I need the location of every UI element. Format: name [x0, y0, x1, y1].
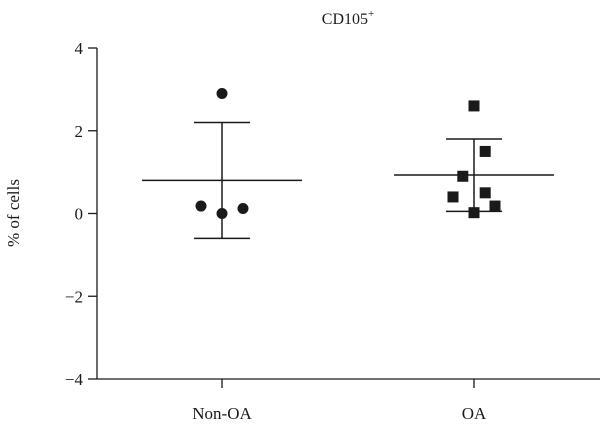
error-bars: [142, 121, 554, 240]
chart-title-superscript: +: [368, 8, 374, 20]
y-tick-label: 2: [75, 122, 84, 141]
data-point-square: [468, 207, 480, 219]
x-tick-label: OA: [462, 404, 487, 423]
data-point-circle: [237, 203, 249, 215]
y-axis-label: % of cells: [4, 179, 23, 247]
y-tick-label: 4: [75, 39, 84, 58]
y-tick-label: 0: [75, 205, 84, 224]
data-point-square: [457, 170, 469, 182]
y-tick-label: −4: [65, 370, 84, 389]
data-point-square: [468, 100, 480, 112]
axes: −4 −2 0 2 4 Non-OA OA: [65, 39, 600, 423]
y-tick-label: −2: [65, 287, 83, 306]
data-point-square: [489, 200, 501, 212]
chart-title-main: CD105: [322, 11, 368, 28]
data-point-square: [479, 145, 491, 157]
data-points: [195, 88, 501, 219]
data-point-circle: [195, 200, 207, 212]
data-point-square: [447, 191, 459, 203]
chart-title: CD105+: [322, 8, 374, 28]
x-tick-label: Non-OA: [192, 404, 252, 423]
data-point-circle: [216, 88, 228, 100]
data-point-circle: [216, 208, 228, 219]
data-point-square: [479, 187, 491, 199]
